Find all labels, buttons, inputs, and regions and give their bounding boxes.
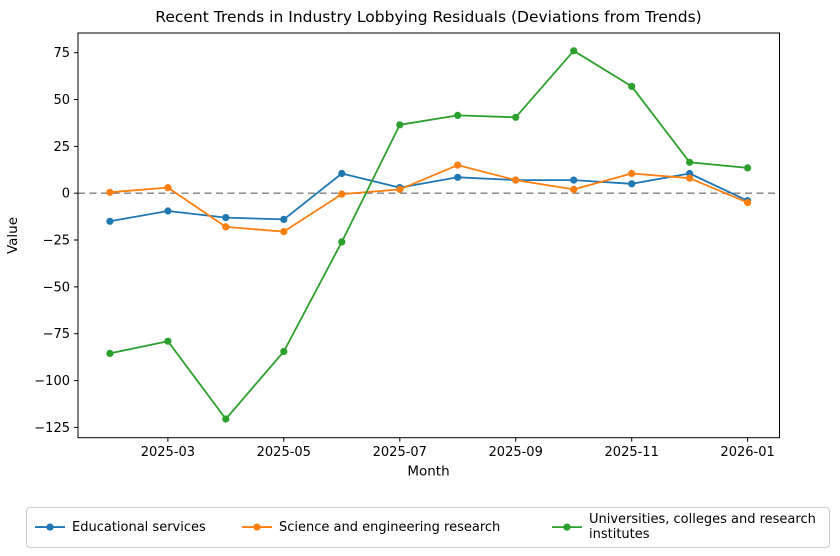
y-tick-label: −125 (34, 421, 70, 436)
data-point-science-and-engineering-research (338, 190, 346, 198)
series-line-universities-colleges-and-research-institutes (109, 49, 748, 420)
legend-label: Universities, colleges and research inst… (589, 511, 816, 543)
legend-item-universities-colleges-and-research-institutes: Universities, colleges and research inst… (551, 512, 829, 544)
data-point-universities-colleges-and-research-institutes (338, 238, 346, 246)
x-axis-label: Month (407, 464, 449, 480)
y-tick-label: −75 (43, 327, 70, 342)
data-point-universities-colleges-and-research-institutes (744, 164, 752, 172)
data-point-science-and-engineering-research (744, 199, 752, 207)
data-point-science-and-engineering-research (280, 228, 288, 236)
series-line-science-and-engineering-research (109, 164, 748, 233)
legend-item-science-and-engineering-research: Science and engineering research (241, 520, 500, 536)
data-point-science-and-engineering-research (106, 188, 114, 196)
chart-title: Recent Trends in Industry Lobbying Resid… (155, 8, 701, 26)
data-point-universities-colleges-and-research-institutes (222, 415, 230, 423)
data-point-science-and-engineering-research (164, 184, 172, 192)
data-point-universities-colleges-and-research-institutes (686, 158, 694, 166)
data-point-educational-services (222, 214, 230, 222)
y-tick-label: −50 (43, 280, 70, 295)
data-point-educational-services (106, 217, 114, 225)
data-point-universities-colleges-and-research-institutes (164, 337, 172, 345)
y-axis-label: Value (5, 217, 21, 254)
data-point-science-and-engineering-research (512, 176, 520, 184)
data-point-educational-services (164, 207, 172, 215)
y-tick-label: 25 (53, 140, 70, 155)
data-point-science-and-engineering-research (222, 223, 230, 231)
y-tick-label: −100 (34, 374, 70, 389)
y-tick-label: −25 (43, 234, 70, 249)
x-tick-label: 2025-09 (489, 445, 543, 460)
legend: Educational services Science and enginee… (26, 507, 830, 548)
data-point-science-and-engineering-research (396, 185, 404, 193)
series-line-educational-services (109, 172, 748, 223)
x-tick-label: 2025-07 (373, 445, 427, 460)
data-point-universities-colleges-and-research-institutes (396, 121, 404, 129)
plot-area: −125 −100 −75 −50 −25 0 25 50 75 2025-03 2025-05 20… (34, 32, 780, 460)
data-point-universities-colleges-and-research-institutes (454, 111, 462, 119)
y-tick-label: 50 (53, 93, 70, 108)
data-point-science-and-engineering-research (628, 169, 636, 178)
legend-dot-icon (46, 523, 54, 532)
legend-dot-icon (253, 523, 261, 532)
x-tick-label: 2025-05 (257, 445, 311, 460)
legend-marker-science-and-engineering-research-icon (242, 523, 272, 532)
data-point-universities-colleges-and-research-institutes (106, 349, 114, 357)
legend-marker-universities-icon (552, 523, 582, 532)
legend-label: Science and engineering research (279, 519, 501, 535)
y-tick-label: 0 (62, 187, 70, 202)
data-point-educational-services (280, 215, 288, 223)
data-point-universities-colleges-and-research-institutes (570, 47, 578, 55)
plot-frame (77, 32, 780, 439)
x-tick-label: 2025-11 (605, 445, 659, 460)
data-point-universities-colleges-and-research-institutes (280, 347, 288, 356)
data-point-educational-services (454, 173, 462, 181)
legend-dot-icon (563, 523, 571, 532)
data-point-educational-services (628, 180, 636, 188)
data-point-science-and-engineering-research (686, 174, 694, 182)
x-tick-label: 2025-03 (141, 445, 195, 460)
data-point-science-and-engineering-research (570, 185, 578, 193)
legend-marker-educational-services-icon (35, 523, 65, 532)
data-point-educational-services (570, 176, 578, 184)
x-tick-label: 2026-01 (720, 445, 774, 460)
legend-item-educational-services: Educational services (34, 520, 206, 536)
y-tick-label: 75 (53, 46, 70, 61)
data-point-universities-colleges-and-research-institutes (512, 113, 520, 121)
data-point-universities-colleges-and-research-institutes (628, 82, 636, 90)
data-point-science-and-engineering-research (454, 161, 462, 169)
data-point-educational-services (338, 169, 346, 178)
legend-label: Educational services (72, 519, 206, 535)
